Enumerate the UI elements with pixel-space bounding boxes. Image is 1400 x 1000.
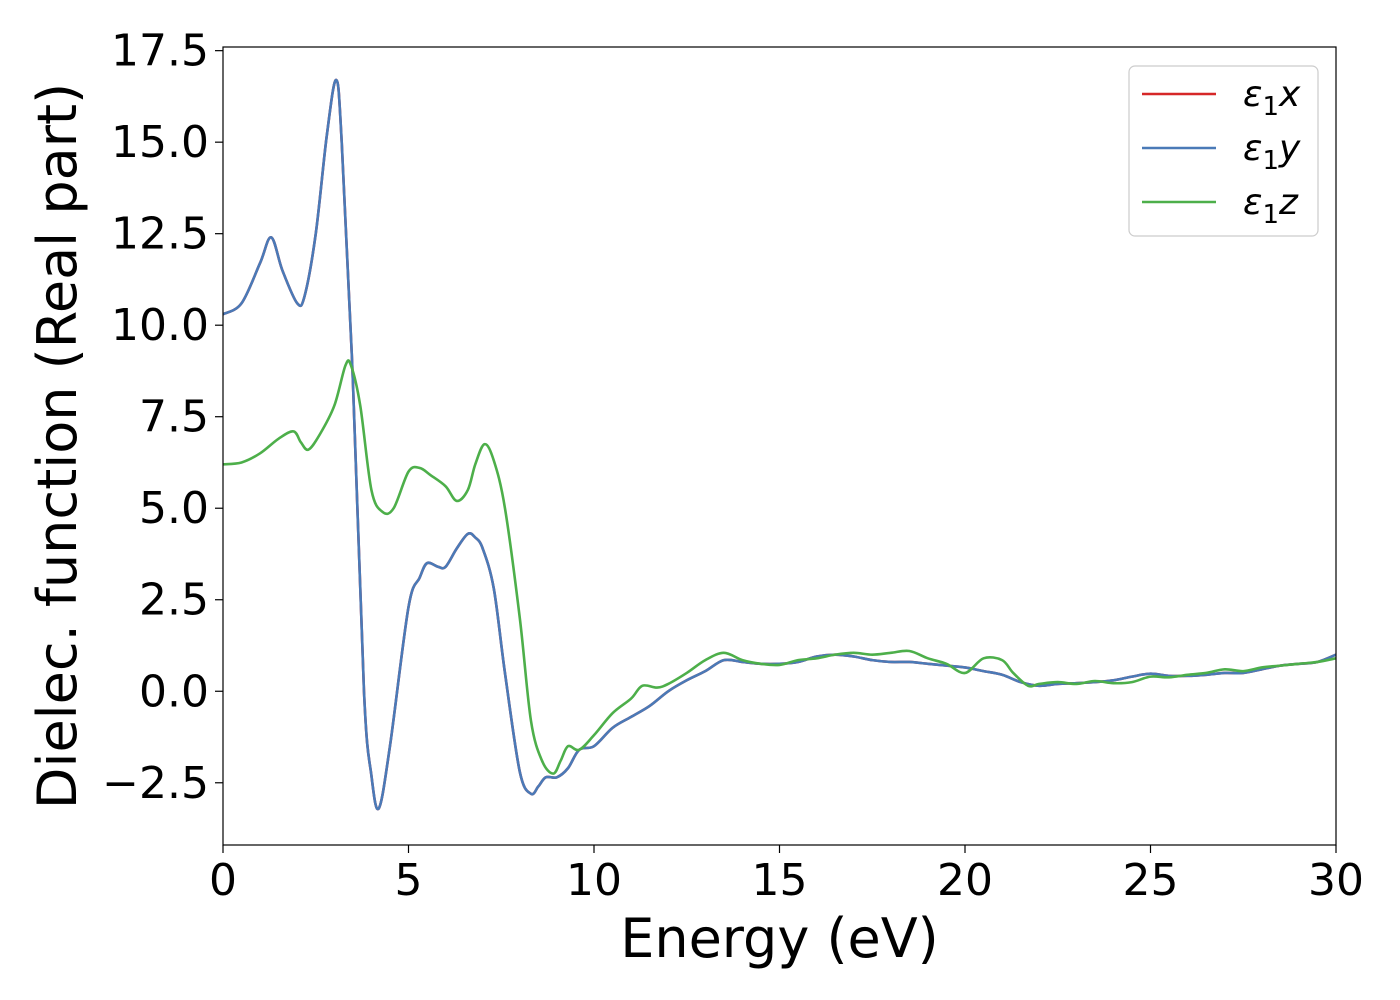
y-axis-label: Dielec. function (Real part) <box>26 83 89 809</box>
y-tick-label: 5.0 <box>139 483 209 534</box>
y-tick-label: 17.5 <box>111 26 209 77</box>
x-tick-label: 10 <box>566 855 622 906</box>
series-line-z <box>223 359 1336 775</box>
x-tick-label: 15 <box>752 855 808 906</box>
x-tick-label: 30 <box>1308 855 1364 906</box>
y-tick-label: 12.5 <box>111 209 209 260</box>
x-axis: 0 5 10 15 20 25 30 <box>209 845 1364 906</box>
x-tick-label: 25 <box>1123 855 1179 906</box>
legend-box <box>1128 65 1319 237</box>
legend-label-x: ε1x <box>1243 74 1301 122</box>
y-tick-label: 2.5 <box>139 575 209 626</box>
x-tick-label: 20 <box>937 855 993 906</box>
y-tick-label: −2.5 <box>102 758 209 809</box>
x-tick-label: 0 <box>209 855 237 906</box>
y-tick-label: 15.0 <box>111 117 209 168</box>
y-axis: −2.5 0.0 2.5 5.0 7.5 10.0 12.5 15.0 17.5 <box>102 26 223 809</box>
legend: ε1x ε1y ε1z <box>1128 65 1319 237</box>
legend-label-y: ε1y <box>1243 128 1301 176</box>
legend-label-z: ε1z <box>1243 182 1299 230</box>
y-tick-label: 10.0 <box>111 300 209 351</box>
x-tick-label: 5 <box>395 855 423 906</box>
y-tick-label: 0.0 <box>139 666 209 717</box>
y-tick-label: 7.5 <box>139 392 209 443</box>
series-layer <box>223 78 1336 811</box>
x-axis-label: Energy (eV) <box>620 907 939 970</box>
